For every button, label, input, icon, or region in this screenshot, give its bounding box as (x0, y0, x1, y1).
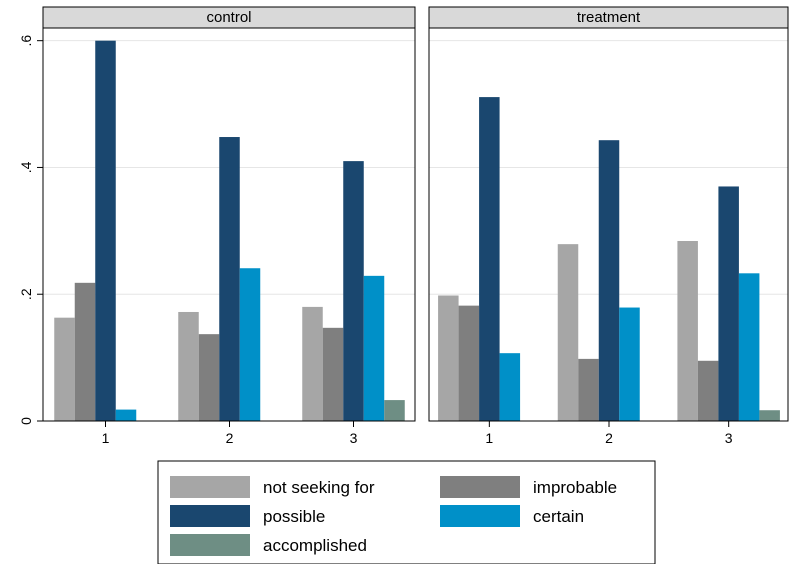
bar-certain (619, 307, 640, 421)
legend-label: certain (533, 507, 584, 526)
bar-not-seeking-for (438, 295, 459, 421)
legend-label: not seeking for (263, 478, 375, 497)
legend-label: possible (263, 507, 325, 526)
legend: not seeking for improbable possible certain… (157, 460, 656, 564)
y-tick-label: 0 (18, 417, 34, 425)
y-tick-label: .6 (18, 35, 34, 47)
x-tick-label: 3 (350, 430, 358, 446)
bar-possible (219, 137, 240, 421)
bar-accomplished (384, 400, 405, 421)
bar-not-seeking-for (178, 311, 199, 421)
legend-swatch (440, 476, 520, 498)
bar-not-seeking-for (302, 306, 323, 421)
legend-label: accomplished (263, 536, 367, 555)
y-tick-label: .4 (18, 161, 34, 173)
legend-item: not seeking for (170, 476, 375, 498)
legend-item: possible (170, 505, 325, 527)
legend-item: accomplished (170, 534, 367, 556)
bar-possible (479, 97, 500, 422)
legend-swatch (440, 505, 520, 527)
bar-not-seeking-for (54, 317, 75, 421)
bar-improbable (578, 358, 599, 421)
bar-improbable (74, 282, 96, 421)
bar-improbable (697, 360, 719, 421)
bar-improbable (322, 327, 344, 421)
panel-title: control (206, 9, 251, 26)
bar-certain (239, 268, 261, 421)
bar-possible (95, 40, 116, 421)
bar-not-seeking-for (677, 240, 698, 421)
legend-label: improbable (533, 478, 617, 497)
bar-possible (718, 186, 739, 421)
legend-swatch (170, 534, 250, 556)
legend-item: certain (440, 505, 584, 527)
bar-improbable (198, 334, 220, 421)
bar-certain (738, 273, 760, 421)
plot-frame (428, 27, 789, 422)
x-tick-label: 2 (605, 430, 613, 446)
bar-not-seeking-for (557, 244, 579, 421)
bar-accomplished (759, 410, 780, 421)
panel-control: control 1 2 3 0 .2 .4 .6 (18, 6, 416, 446)
bar-improbable (458, 305, 480, 421)
x-tick-label: 1 (102, 430, 110, 446)
x-tick-label: 2 (226, 430, 234, 446)
legend-swatch (170, 476, 250, 498)
panel-title: treatment (577, 9, 641, 26)
x-tick-label: 1 (485, 430, 493, 446)
bar-certain (115, 409, 137, 421)
plot-frame (42, 27, 416, 422)
y-tick-label: .2 (18, 288, 34, 300)
panel-treatment: treatment 1 2 3 (428, 6, 789, 446)
bar-possible (343, 161, 364, 421)
bar-certain (499, 353, 521, 421)
bar-possible (598, 140, 620, 421)
legend-item: improbable (440, 476, 617, 498)
x-tick-label: 3 (725, 430, 733, 446)
bar-certain (363, 275, 385, 421)
legend-swatch (170, 505, 250, 527)
